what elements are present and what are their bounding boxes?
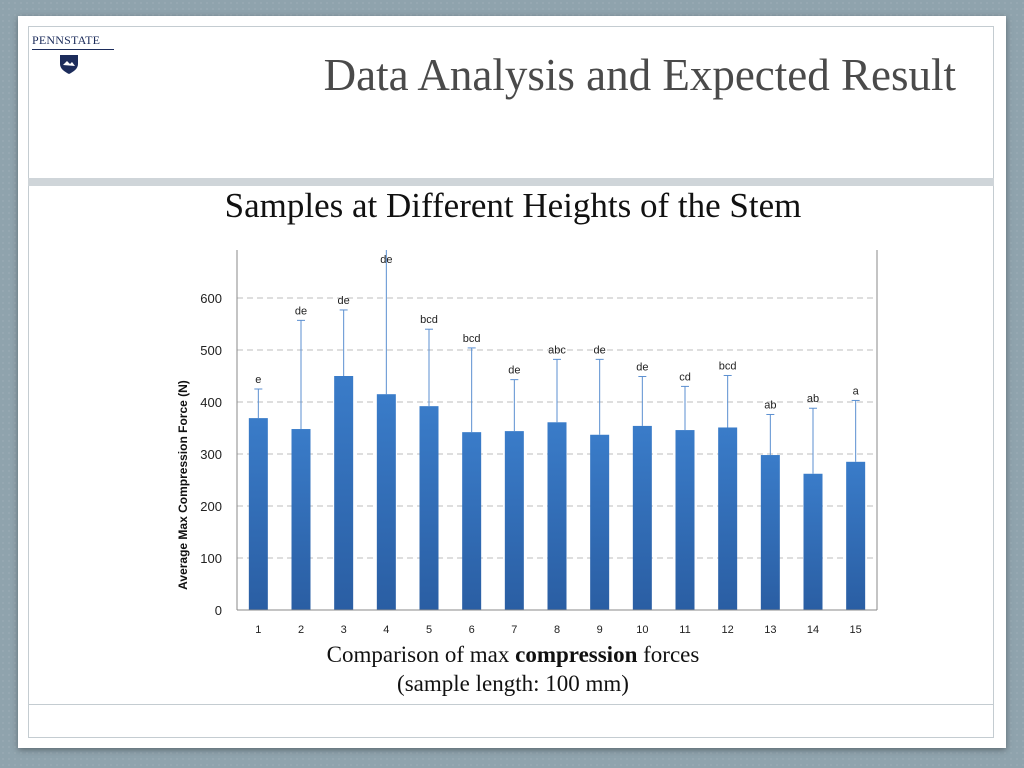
x-tick-label: 9	[597, 624, 603, 636]
x-tick-label: 2	[298, 624, 304, 636]
significance-label: abc	[548, 344, 566, 356]
x-tick-label: 11	[679, 624, 690, 636]
bar-chart: e de de de bcd bcd de abc de de cd bcd ab ab a 0 100 200…	[176, 250, 878, 636]
bar	[846, 461, 866, 610]
significance-label: de	[380, 254, 392, 266]
caption-suffix: forces	[637, 642, 700, 667]
caption-line2: (sample length: 100 mm)	[397, 671, 629, 696]
x-tick-label: 12	[722, 624, 734, 636]
y-tick-label: 100	[200, 551, 222, 566]
bar	[419, 406, 439, 610]
y-tick-label: 0	[215, 603, 222, 618]
pennstate-logo: PENNSTATE	[32, 33, 122, 75]
bar	[632, 425, 652, 610]
slide: PENNSTATE Data Analysis and Expected Res…	[18, 16, 1006, 748]
y-tick-label: 600	[200, 291, 222, 306]
significance-label: ab	[807, 393, 819, 405]
significance-label: bcd	[420, 314, 438, 326]
y-tick-label: 300	[200, 447, 222, 462]
bar	[803, 473, 823, 610]
significance-label: cd	[679, 371, 691, 383]
significance-label: bcd	[463, 333, 481, 345]
caption-bold: compression	[515, 642, 638, 667]
x-tick-label: 7	[511, 624, 517, 636]
slide-title: Data Analysis and Expected Result	[323, 50, 956, 100]
chart-title: Samples at Different Heights of the Stem	[224, 186, 802, 225]
bar	[334, 376, 354, 610]
x-tick-label: 1	[255, 624, 261, 636]
y-tick-label: 400	[200, 395, 222, 410]
x-tick-label: 14	[807, 624, 819, 636]
slide-frame	[28, 26, 994, 738]
bar	[675, 430, 695, 610]
logo-text: PENNSTATE	[32, 33, 114, 50]
significance-label: de	[295, 305, 307, 317]
x-tick-label: 8	[554, 624, 560, 636]
significance-label: de	[508, 365, 520, 377]
significance-label: de	[636, 362, 648, 374]
caption-prefix: Comparison of max	[326, 642, 516, 667]
significance-label: bcd	[719, 360, 737, 372]
significance-label: ab	[764, 399, 776, 411]
y-axis-title: Average Max Compression Force (N)	[176, 380, 190, 590]
bar	[462, 432, 482, 610]
shield-icon	[60, 55, 78, 74]
significance-label: a	[853, 385, 860, 397]
x-tick-label: 4	[383, 624, 389, 636]
bars: e de de de bcd bcd de abc de de cd bcd ab ab a	[248, 250, 866, 610]
x-tick-label: 3	[341, 624, 347, 636]
x-tick-label: 10	[636, 624, 648, 636]
significance-label: de	[594, 344, 606, 356]
bar	[760, 455, 780, 610]
x-tick-label: 13	[764, 624, 776, 636]
y-tick-label: 200	[200, 499, 222, 514]
bar	[504, 431, 524, 610]
x-tick-label: 6	[469, 624, 475, 636]
significance-label: de	[338, 295, 350, 307]
x-tick-label: 5	[426, 624, 432, 636]
significance-label: e	[255, 374, 261, 386]
bar	[718, 427, 738, 610]
bar	[547, 422, 567, 610]
chart-caption: Comparison of max compression forces (sa…	[200, 640, 826, 698]
bar	[248, 418, 268, 610]
bar	[376, 394, 396, 610]
bar	[590, 434, 610, 610]
bar	[291, 429, 311, 610]
footer-divider	[28, 704, 994, 705]
y-tick-label: 500	[200, 343, 222, 358]
header-divider	[28, 178, 994, 186]
x-tick-label: 15	[850, 624, 862, 636]
